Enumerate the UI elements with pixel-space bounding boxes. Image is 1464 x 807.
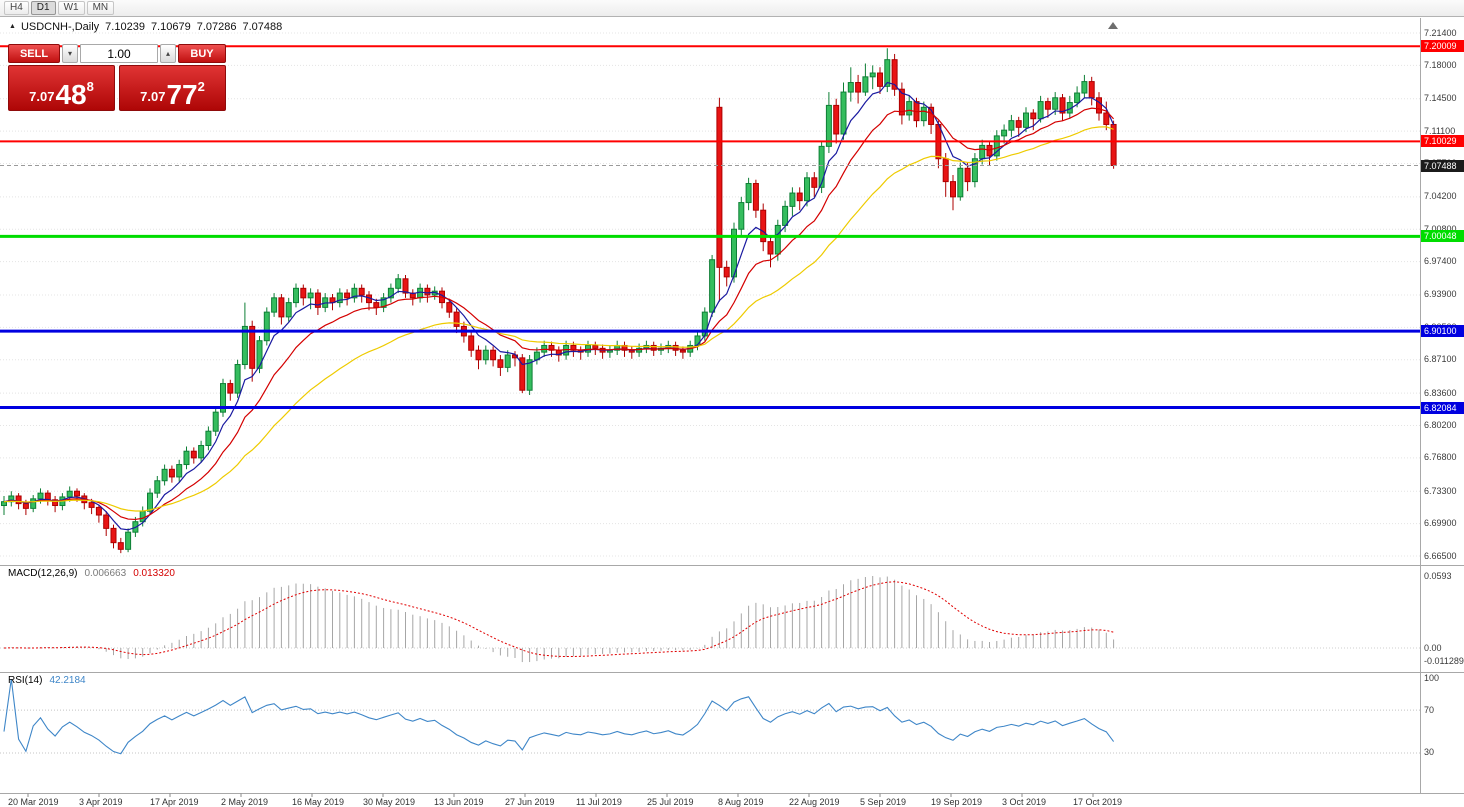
price-level-badge: 6.82084 (1421, 401, 1464, 414)
price-tick-label: 6.80200 (1424, 419, 1457, 430)
macd-signal-value: 0.013320 (133, 568, 175, 579)
chevron-up-icon: ▴ (165, 49, 170, 58)
time-tick-label: 19 Sep 2019 (931, 797, 983, 807)
price-tick-label: 7.21400 (1424, 27, 1457, 38)
price-tick-label: 7.14500 (1424, 93, 1457, 104)
ma-30-line (3, 126, 1114, 512)
buy-price-pip: 2 (197, 79, 205, 94)
open-value: 7.10239 (105, 21, 145, 33)
rsi-line (3, 678, 1115, 755)
symbol-marker-icon: ▲ (9, 22, 16, 30)
buy-price-button[interactable]: 7.07 77 2 (119, 65, 226, 111)
time-tick-label: 30 May 2019 (363, 797, 416, 807)
rsi-axis-label: 70 (1424, 704, 1435, 715)
price-tick-label: 6.76800 (1424, 452, 1457, 463)
chart-title: ▲ USDCNH-,Daily 7.10239 7.10679 7.07286 … (9, 21, 282, 33)
sell-price-prefix: 7.07 (29, 89, 55, 104)
trade-controls-row: SELL ▾ ▴ BUY (8, 44, 226, 63)
price-level-badge: 7.10029 (1421, 135, 1464, 148)
rsi-title: RSI(14) (8, 675, 43, 686)
price-level-badge: 7.20009 (1421, 40, 1464, 53)
macd-title: MACD(12,26,9) (8, 568, 78, 579)
macd-main-value: 0.006663 (84, 568, 127, 579)
time-tick-label: 13 Jun 2019 (434, 797, 484, 807)
price-level-badge: 7.00048 (1421, 230, 1464, 243)
rsi-value: 42.2184 (49, 675, 86, 686)
sell-price-pip: 8 (86, 79, 94, 94)
sell-price-button[interactable]: 7.07 48 8 (8, 65, 115, 111)
buy-price-main: 77 (166, 79, 198, 110)
macd-axis-label: 0.00 (1424, 642, 1442, 653)
price-level-badge: 6.90100 (1421, 325, 1464, 338)
price-tick-label: 6.83600 (1424, 387, 1457, 398)
time-tick-label: 3 Apr 2019 (79, 797, 123, 807)
time-tick-label: 20 Mar 2019 (8, 797, 59, 807)
macd-axis-label: 0.0593 (1424, 570, 1452, 581)
rsi-axis-label: 100 (1424, 672, 1440, 683)
time-tick-label: 25 Jul 2019 (647, 797, 694, 807)
time-tick-label: 17 Oct 2019 (1073, 797, 1123, 807)
timeframe-mn-button[interactable]: MN (86, 1, 115, 15)
time-tick-label: 27 Jun 2019 (505, 797, 555, 807)
macd-histogram (10, 576, 1115, 663)
low-value: 7.07286 (196, 21, 237, 33)
sell-price-main: 48 (55, 79, 87, 110)
time-tick-label: 11 Jul 2019 (576, 797, 622, 807)
price-tick-label: 6.87100 (1424, 354, 1457, 365)
chevron-down-icon: ▾ (67, 49, 72, 58)
high-value: 7.10679 (150, 21, 191, 33)
time-tick-label: 22 Aug 2019 (789, 797, 840, 807)
time-tick-label: 8 Aug 2019 (718, 797, 764, 807)
price-axis[interactable]: 7.214007.180007.145007.111007.077007.042… (1421, 0, 1464, 806)
time-ticks (27, 793, 1094, 797)
price-tick-label: 6.69900 (1424, 518, 1457, 529)
timeframe-toolbar: H4 D1 W1 MN (0, 0, 1464, 17)
bid-price-badge: 7.07488 (1421, 159, 1464, 172)
volume-increase-button[interactable]: ▴ (160, 44, 176, 63)
time-axis[interactable]: 20 Mar 2019 3 Apr 2019 17 Apr 2019 2 May 20… (0, 795, 1420, 807)
timeframe-d1-button[interactable]: D1 (30, 1, 56, 15)
time-tick-label: 16 May 2019 (292, 797, 345, 807)
rsi-indicator-header: RSI(14) 42.2184 (8, 675, 86, 686)
macd-indicator-header: MACD(12,26,9) 0.006663 0.013320 (8, 568, 175, 579)
time-tick-label: 3 Oct 2019 (1002, 797, 1047, 807)
price-tick-label: 7.04200 (1424, 191, 1457, 202)
price-tick-label: 6.66500 (1424, 550, 1457, 561)
price-tick-label: 6.97400 (1424, 256, 1457, 267)
macd-axis-label: -0.011289 (1424, 656, 1464, 667)
ma-13-line (3, 107, 1115, 521)
macd-signal-line (3, 581, 1114, 658)
ma-6-line (3, 81, 1115, 531)
time-tick-label: 17 Apr 2019 (150, 797, 199, 807)
time-tick-label: 5 Sep 2019 (860, 797, 907, 807)
timeframe-w1-button[interactable]: W1 (57, 1, 85, 15)
volume-decrease-button[interactable]: ▾ (62, 44, 78, 63)
rsi-axis-label: 30 (1424, 747, 1435, 758)
price-tick-label: 7.11100 (1424, 125, 1456, 136)
trade-price-row: 7.07 48 8 7.07 77 2 (8, 65, 226, 111)
chart-shift-marker-icon[interactable] (1108, 22, 1118, 29)
buy-button[interactable]: BUY (178, 44, 226, 63)
buy-price-prefix: 7.07 (140, 89, 166, 104)
price-tick-label: 7.18000 (1424, 59, 1457, 70)
timeframe-h4-button[interactable]: H4 (4, 1, 29, 15)
sell-button[interactable]: SELL (8, 44, 60, 63)
close-value: 7.07488 (242, 21, 283, 33)
symbol-label: USDCNH-,Daily (20, 21, 100, 33)
price-tick-label: 6.73300 (1424, 485, 1457, 496)
volume-input[interactable] (80, 44, 158, 63)
price-tick-label: 6.93900 (1424, 289, 1457, 300)
time-tick-label: 2 May 2019 (221, 797, 269, 807)
price-tick-label: 7.00800 (1424, 223, 1457, 234)
candlestick-series[interactable] (1, 48, 1117, 554)
